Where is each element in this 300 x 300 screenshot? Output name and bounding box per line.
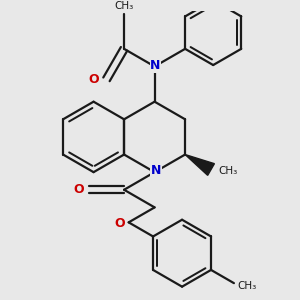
Text: O: O: [114, 218, 125, 230]
Polygon shape: [185, 154, 214, 176]
Text: N: N: [150, 59, 161, 72]
Text: O: O: [74, 183, 84, 196]
Text: CH₃: CH₃: [115, 1, 134, 10]
Text: N: N: [151, 164, 161, 177]
Text: CH₃: CH₃: [219, 166, 238, 176]
Text: O: O: [88, 73, 99, 86]
Text: CH₃: CH₃: [237, 281, 256, 291]
